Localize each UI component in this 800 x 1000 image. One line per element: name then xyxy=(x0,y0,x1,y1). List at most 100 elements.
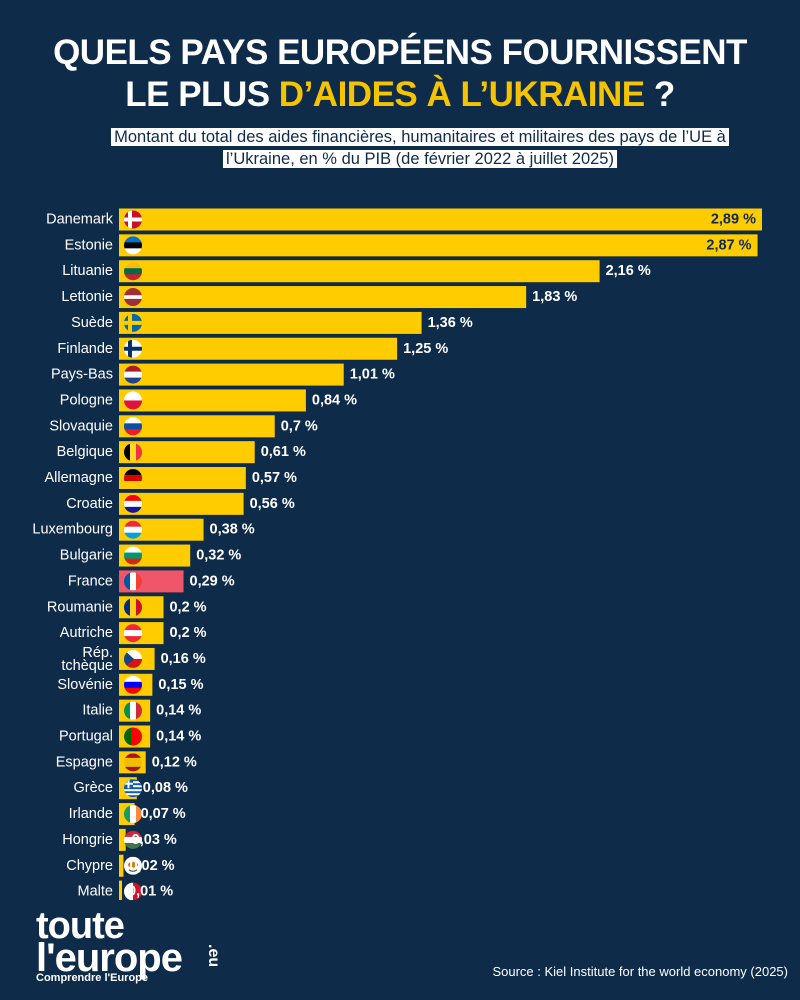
flag-rep-tcheque-icon xyxy=(124,649,142,668)
country-label: Chypre xyxy=(66,858,113,874)
flag-slovenie-icon xyxy=(124,675,142,694)
chart-subtitle: Montant du total des aides financières, … xyxy=(100,126,740,170)
country-label: Autriche xyxy=(60,625,113,641)
flag-espagne-icon xyxy=(124,753,142,772)
value-label: 2,87 % xyxy=(706,237,751,253)
bar-row-pays-bas: Pays-Bas 1,01 % xyxy=(51,363,395,386)
value-label: 0,84 % xyxy=(312,392,357,408)
country-label: Hongrie xyxy=(62,832,113,848)
logo-tagline: Comprendre l'Europe xyxy=(36,972,149,984)
flag-slovaquie-icon xyxy=(124,417,142,436)
bar-row-lituanie: Lituanie 2,16 % xyxy=(62,260,651,283)
title-line-1: QUELS PAYS EUROPÉENS FOURNISSENT xyxy=(53,33,747,72)
value-label: 0,61 % xyxy=(261,444,306,460)
bar-row-croatie: Croatie 0,56 % xyxy=(66,492,295,515)
value-label: 0,01 % xyxy=(128,884,173,900)
bar-row-bulgarie: Bulgarie 0,32 % xyxy=(60,544,241,567)
flag-roumanie-icon xyxy=(124,598,142,617)
bar-row-belgique: Belgique 0,61 % xyxy=(57,441,306,464)
bar-row-italie: Italie 0,14 % xyxy=(82,699,201,722)
value-label: 2,16 % xyxy=(606,263,651,279)
source-note: Source : Kiel Institute for the world ec… xyxy=(492,964,788,979)
flag-italie-icon xyxy=(124,701,142,720)
subtitle-text: Montant du total des aides financières, … xyxy=(111,128,729,168)
bar-finlande xyxy=(119,337,398,360)
country-label: France xyxy=(68,573,113,589)
value-label: 0,38 % xyxy=(210,522,255,538)
country-label: Irlande xyxy=(69,806,113,822)
flag-suede-icon xyxy=(124,313,142,332)
bar-row-slovaquie: Slovaquie 0,7 % xyxy=(49,415,318,438)
country-label: Portugal xyxy=(59,729,113,745)
bar-row-irlande: Irlande 0,07 % xyxy=(69,803,186,826)
bar-suede xyxy=(119,311,422,334)
bar-row-espagne: Espagne 0,12 % xyxy=(56,751,197,774)
bar-croatie xyxy=(119,492,244,515)
logo-suffix: .eu xyxy=(205,944,222,968)
bar-chypre xyxy=(119,854,124,877)
bar-estonie xyxy=(119,234,758,257)
country-label: Malte xyxy=(78,884,113,900)
country-label: Pays-Bas xyxy=(51,367,113,383)
value-label: 0,03 % xyxy=(132,832,177,848)
flag-portugal-icon xyxy=(124,727,142,746)
value-label: 0,32 % xyxy=(196,548,241,564)
chart-title: QUELS PAYS EUROPÉENS FOURNISSENT LE PLUS… xyxy=(0,32,800,116)
bar-pays-bas xyxy=(119,363,344,386)
flag-hongrie-icon xyxy=(124,830,142,849)
country-label: Suède xyxy=(71,315,113,331)
flag-irlande-icon xyxy=(124,805,142,824)
flag-croatie-icon xyxy=(124,494,142,513)
country-label: Allemagne xyxy=(44,470,113,486)
bar-row-lettonie: Lettonie 1,83 % xyxy=(61,286,577,309)
flag-belgique-icon xyxy=(124,443,142,462)
country-label: Grèce xyxy=(74,780,114,796)
value-label: 1,01 % xyxy=(350,367,395,383)
country-label: Lettonie xyxy=(61,289,113,305)
value-label: 0,08 % xyxy=(143,780,188,796)
bar-pologne xyxy=(119,389,306,412)
bar-allemagne xyxy=(119,467,246,489)
bar-slovaquie xyxy=(119,415,275,438)
value-label: 0,2 % xyxy=(169,625,206,641)
bar-chart: Danemark 2,89 % Estonie 2,87 % Lituanie 2,16 … xyxy=(32,208,762,900)
flag-lituanie-icon xyxy=(124,262,142,281)
bar-row-pologne: Pologne 0,84 % xyxy=(60,389,357,412)
flag-pays-bas-icon xyxy=(124,365,142,384)
country-label: Danemark xyxy=(46,212,114,228)
bar-row-finlande: Finlande 1,25 % xyxy=(57,337,448,360)
flag-chypre-icon xyxy=(124,856,142,875)
country-label: Rép. tchèque xyxy=(61,645,113,674)
value-label: 0,7 % xyxy=(281,418,318,434)
value-label: 0,07 % xyxy=(141,806,186,822)
bar-row-portugal: Portugal 0,14 % xyxy=(59,725,201,748)
bar-luxembourg xyxy=(119,518,204,541)
flag-estonie-icon xyxy=(124,236,142,255)
flag-lettonie-icon xyxy=(124,288,142,307)
country-label: Espagne xyxy=(56,754,113,770)
value-label: 0,57 % xyxy=(252,470,297,486)
value-label: 0,16 % xyxy=(161,651,206,667)
toute-leurope-logo: toute l'europe .eu Comprendre l'Europe xyxy=(36,907,256,988)
bar-belgique xyxy=(119,441,255,464)
country-label: Italie xyxy=(82,703,113,719)
value-label: 0,15 % xyxy=(158,677,203,693)
country-label: Slovaquie xyxy=(49,418,113,434)
bar-row-rep-tcheque: Rép. tchèque 0,16 % xyxy=(61,645,205,674)
bar-lettonie xyxy=(119,286,527,309)
flag-autriche-icon xyxy=(124,624,142,643)
bar-row-chypre: Chypre 0,02 % xyxy=(66,854,175,877)
flag-grece-icon xyxy=(124,779,142,798)
title-highlight: D’AIDES À L’UKRAINE xyxy=(278,75,645,114)
flag-luxembourg-icon xyxy=(124,520,142,539)
flag-bulgarie-icon xyxy=(124,546,142,565)
title-line-2-start: LE PLUS xyxy=(125,75,279,114)
value-label: 0,12 % xyxy=(152,754,197,770)
bar-row-luxembourg: Luxembourg 0,38 % xyxy=(32,518,255,541)
country-label: Belgique xyxy=(57,444,113,460)
flag-danemark-icon xyxy=(124,210,142,229)
country-label: Estonie xyxy=(65,237,113,253)
flag-pologne-icon xyxy=(124,391,142,410)
value-label: 1,36 % xyxy=(428,315,473,331)
country-label: Slovénie xyxy=(57,677,113,693)
